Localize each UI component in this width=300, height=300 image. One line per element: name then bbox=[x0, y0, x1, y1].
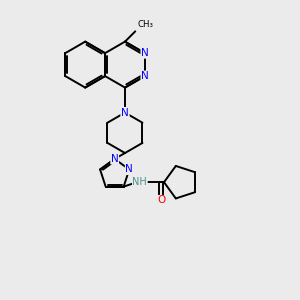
Text: O: O bbox=[157, 196, 165, 206]
Text: N: N bbox=[111, 154, 119, 164]
Text: N: N bbox=[141, 71, 149, 81]
Text: NH: NH bbox=[133, 177, 147, 187]
Text: N: N bbox=[141, 48, 149, 58]
Text: N: N bbox=[121, 108, 129, 118]
Text: N: N bbox=[125, 164, 133, 175]
Text: CH₃: CH₃ bbox=[138, 20, 154, 29]
Text: N: N bbox=[121, 108, 129, 118]
